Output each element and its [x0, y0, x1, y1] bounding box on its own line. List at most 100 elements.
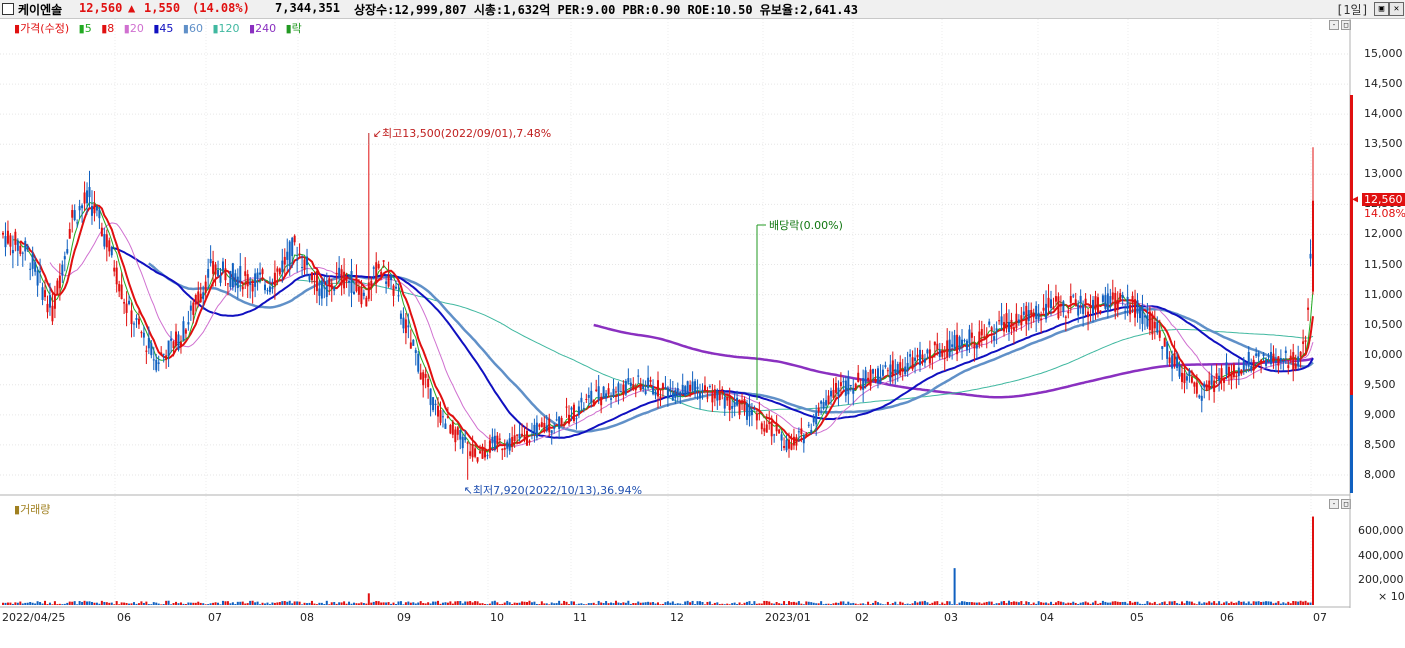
legend-ma8[interactable]: ▮8: [101, 22, 115, 35]
candle-body: [1218, 375, 1221, 381]
period-selector[interactable]: [1일]: [1336, 3, 1369, 17]
candle-body: [286, 251, 289, 260]
volume-bar: [88, 601, 91, 605]
volume-bar: [182, 603, 185, 605]
legend-ma5[interactable]: ▮5: [78, 22, 92, 35]
volume-bar: [100, 600, 103, 605]
candle-body: [135, 318, 138, 320]
candle-body: [723, 397, 726, 409]
volume-bar: [923, 600, 926, 605]
volume-bar: [1267, 601, 1270, 605]
volume-bar: [488, 603, 491, 605]
candle-body: [345, 276, 348, 282]
volume-bar: [483, 603, 486, 605]
candle-body: [664, 387, 667, 389]
select-checkbox[interactable]: [2, 3, 14, 15]
candle-body: [1195, 382, 1198, 394]
volume-panel-minimize-icon[interactable]: -: [1329, 499, 1339, 509]
candle-body: [387, 275, 390, 287]
legend-ma240[interactable]: ▮240: [249, 22, 277, 35]
candle-body: [610, 398, 613, 400]
volume-bar: [367, 593, 370, 605]
candle-body: [975, 344, 978, 349]
candle-body: [375, 262, 378, 283]
candle-body: [103, 234, 106, 247]
candle-body: [550, 430, 553, 434]
volume-bar: [128, 603, 131, 605]
candle-body: [402, 317, 405, 329]
volume-bar: [184, 604, 187, 605]
legend-price[interactable]: ▮가격(수정): [14, 22, 70, 35]
candle-body: [486, 455, 489, 457]
volume-bar: [948, 601, 951, 605]
volume-bar: [1297, 601, 1300, 605]
candle-body: [847, 376, 850, 395]
candle-body: [95, 206, 98, 211]
volume-bar: [624, 602, 627, 605]
candle-body: [558, 416, 561, 429]
candle-body: [614, 391, 617, 393]
volume-bar: [103, 601, 106, 605]
volume-bar: [338, 602, 341, 605]
candle-body: [834, 382, 837, 393]
volume-bar: [308, 602, 311, 605]
candle-body: [239, 266, 242, 282]
candle-body: [251, 283, 254, 292]
high-annotation: ↙최고13,500(2022/09/01),7.48%: [373, 127, 551, 140]
volume-bar: [187, 602, 190, 605]
candle-body: [464, 437, 467, 441]
volume-bar: [1054, 602, 1057, 605]
volume-bar: [1173, 600, 1176, 605]
candle-body: [691, 381, 694, 391]
volume-bar: [565, 601, 568, 605]
volume-bar: [446, 602, 449, 605]
panel-minimize-icon[interactable]: -: [1329, 20, 1339, 30]
candle-body: [1022, 311, 1025, 316]
candle-body: [249, 281, 252, 285]
candle-body: [1257, 353, 1260, 357]
volume-bar: [1292, 600, 1295, 605]
candle-body: [1205, 384, 1208, 391]
volume-bar: [936, 601, 939, 605]
candle-body: [629, 382, 632, 387]
candle-body: [365, 297, 368, 307]
candle-body: [689, 384, 692, 392]
maximize-icon[interactable]: ▣: [1374, 2, 1389, 16]
volume-bar: [815, 603, 818, 605]
candle-body: [1183, 373, 1186, 384]
candle-body: [1111, 292, 1114, 300]
volume-bar: [1252, 601, 1255, 605]
volume-bar: [995, 603, 998, 605]
volume-bar: [266, 602, 269, 605]
volume-bar: [464, 601, 467, 605]
volume-bar: [718, 604, 721, 605]
volume-bar: [1225, 601, 1228, 605]
legend-ma60[interactable]: ▮60: [182, 22, 203, 35]
volume-bar: [1190, 601, 1193, 605]
close-icon[interactable]: ✕: [1389, 2, 1404, 16]
candle-body: [800, 428, 803, 435]
volume-bar: [1148, 602, 1151, 605]
candle-body: [674, 390, 677, 399]
candle-body: [439, 410, 442, 423]
candle-body: [1131, 295, 1134, 305]
legend-ex-dividend[interactable]: ▮락: [285, 22, 302, 35]
volume-bar: [437, 600, 440, 605]
candle-body: [451, 421, 454, 435]
candle-body: [750, 410, 753, 416]
legend-ma45[interactable]: ▮45: [153, 22, 174, 35]
volume-bar: [728, 604, 731, 605]
candle-body: [229, 271, 232, 287]
volume-bar: [301, 604, 304, 605]
current-pct-label: 14.08%: [1364, 207, 1405, 220]
candle-body: [1082, 304, 1085, 314]
candle-body: [1260, 360, 1263, 364]
legend-ma120[interactable]: ▮120: [212, 22, 240, 35]
volume-bar: [1025, 601, 1028, 605]
candle-body: [360, 287, 363, 305]
volume-bar: [985, 601, 988, 605]
volume-bar: [61, 604, 64, 605]
volume-legend[interactable]: ▮거래량: [14, 503, 51, 516]
legend-ma20[interactable]: ▮20: [123, 22, 144, 35]
